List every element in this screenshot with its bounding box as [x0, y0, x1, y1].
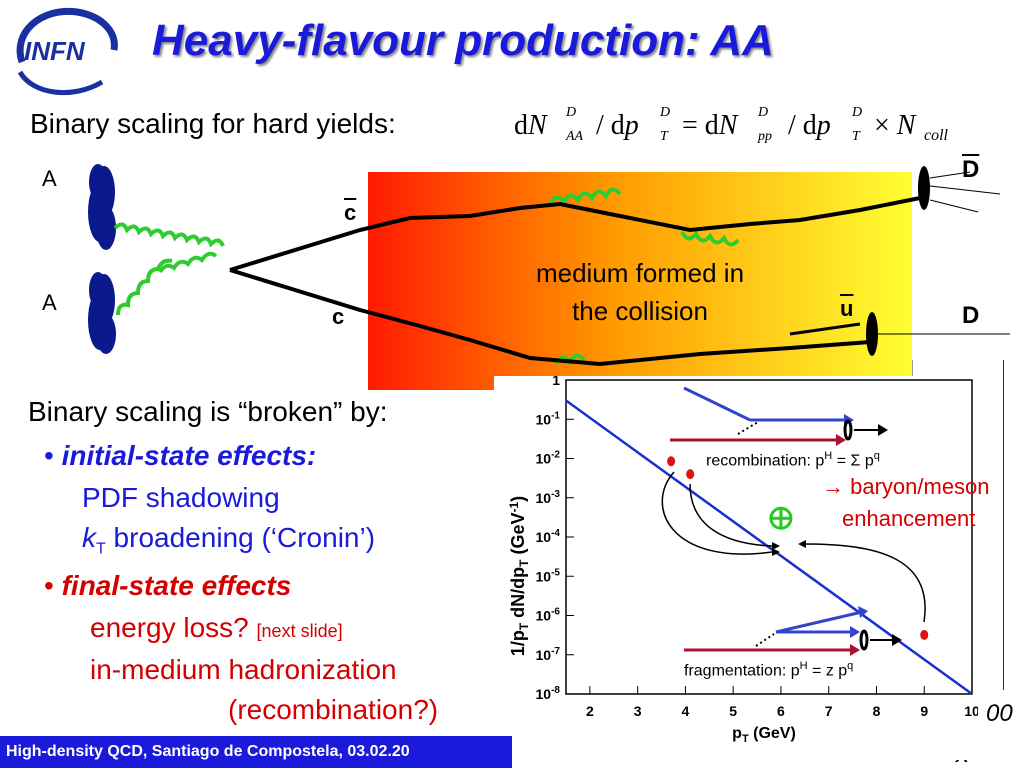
meson-ellipse-top [918, 166, 930, 210]
spectrum-svg: 2 3 4 5 6 7 8 9 10 10-8 10-7 10-6 10-5 10-4 10-3 10-2 1… [507, 372, 980, 745]
bullet-dot-2: • [44, 570, 54, 601]
ubar-label: u [840, 296, 854, 321]
x-tick-label: 8 [873, 703, 881, 719]
nucleus-top-label: A [42, 166, 57, 191]
x-tick-label: 4 [682, 703, 690, 719]
frag-sup: H [799, 660, 808, 672]
x-tick-label: 2 [586, 703, 594, 719]
svg-text:D: D [757, 105, 768, 120]
nucleus-bottom [88, 272, 116, 354]
svg-text:T: T [852, 129, 861, 144]
svg-text:/ dp: / dp [788, 110, 831, 141]
x-tick-label: 3 [634, 703, 642, 719]
enhancement-line2: enhancement [842, 506, 976, 531]
y-tick-label: 10-5 [536, 567, 561, 584]
y-tick-label: 10-3 [536, 489, 561, 506]
y-tick-label: 10-4 [536, 528, 561, 545]
y-tick-label: 10-7 [536, 646, 561, 663]
bullet-initial: • initial-state effects: [44, 440, 316, 472]
y-tick-label: 10-1 [536, 410, 561, 427]
enhancement-line1: → baryon/meson [822, 474, 990, 499]
y-axis-label: 1/pT dN/dpT (GeV-1) [507, 496, 531, 656]
kt-rest: broadening (‘Cronin’) [105, 522, 376, 553]
medium-region [368, 172, 912, 390]
slide-title: Heavy-flavour production: AA [152, 16, 774, 65]
medium-line2: the collision [572, 296, 708, 326]
energy-loss-text: energy loss? [90, 612, 249, 643]
footer-bar: High-density QCD, Santiago de Compostela… [0, 736, 512, 768]
collision-diagram [0, 150, 1024, 395]
broken-heading: Binary scaling is “broken” by: [28, 396, 388, 427]
meson-bottom-label: D [962, 302, 980, 329]
c-label: c [332, 304, 345, 329]
x-tick-label: 9 [920, 703, 928, 719]
y-tick-label: 1 [552, 376, 560, 388]
svg-text:D: D [565, 105, 576, 120]
fragmentation-arrows [684, 606, 902, 656]
curved-arrows [661, 471, 926, 623]
logo-text: INFN [24, 36, 86, 66]
x-tick-label: 6 [777, 703, 785, 719]
bullet-final: • final-state effects [44, 570, 291, 602]
recomb-sup: H [824, 450, 833, 462]
infn-logo: INFN [2, 2, 132, 107]
nucleus-bottom-label: A [42, 290, 57, 315]
frag-text: fragmentation: p [684, 662, 800, 680]
recomb-rest: = Σ p [832, 452, 874, 470]
frag-sup2: q [847, 660, 854, 672]
svg-text:AA: AA [565, 129, 584, 144]
pdf-shadowing: PDF shadowing [82, 482, 280, 513]
spectrum-plot: 2 3 4 5 6 7 8 9 10 10-8 10-7 10-6 10-5 10-4 10-3 10-2 1… [494, 372, 980, 760]
next-slide-note: [next slide] [256, 621, 343, 641]
frag-rest: = z p [807, 662, 848, 680]
in-medium-hadronization: in-medium hadronization [90, 654, 397, 685]
medium-line1: medium formed in [535, 258, 745, 288]
data-point [920, 629, 929, 640]
data-point [667, 456, 676, 467]
data-point [686, 469, 695, 480]
x-tick-label: 7 [825, 703, 833, 719]
kt-k: k [82, 522, 96, 553]
svg-text:/ dp: / dp [596, 110, 639, 141]
svg-text:T: T [660, 129, 669, 144]
energy-loss: energy loss? [next slide] [90, 612, 343, 644]
spectrum-line [565, 399, 973, 696]
kt-broadening: kT broadening (‘Cronin’) [82, 522, 375, 559]
quark-lines [229, 196, 921, 367]
binary-scaling-text: Binary scaling for hard yields: [30, 108, 396, 139]
recombination-arrows [670, 386, 888, 446]
nucleus-top [88, 164, 116, 250]
recomb-text: recombination: p [706, 452, 825, 470]
medium-caption: medium formed in the collision [490, 254, 790, 330]
recomb-sup2: q [873, 450, 880, 462]
bullet-dot-1: • [44, 440, 54, 471]
y-tick-label: 10-6 [536, 607, 561, 624]
recombination-label: recombination: pH = Σ pq [706, 450, 880, 470]
initial-state-heading: initial-state effects: [61, 440, 317, 471]
svg-text:D: D [851, 105, 862, 120]
meson-ellipse-bottom [866, 312, 878, 356]
cbar-label: c [344, 200, 357, 225]
x-axis-label: pT (GeV) [732, 725, 796, 745]
svg-text:coll: coll [924, 127, 949, 144]
x-tick-label: 5 [729, 703, 737, 719]
y-tick-label: 10-2 [536, 450, 561, 467]
fragmentation-label: fragmentation: pH = z pq [684, 660, 853, 680]
svg-text:× N: × N [874, 110, 917, 141]
svg-text:D: D [659, 105, 670, 120]
kt-sub: T [96, 540, 106, 558]
y-tick-label: 10-8 [536, 685, 561, 702]
meson-top-label: D [962, 156, 980, 183]
recombination-question: (recombination?) [228, 694, 439, 725]
partial-00: 00 [986, 700, 1013, 727]
binary-scaling-formula: dN D AA / dp D T = dN D pp / dp D T × N … [510, 96, 990, 161]
final-state-heading: final-state effects [61, 570, 292, 601]
svg-text:pp: pp [757, 129, 772, 144]
plot-frame [565, 379, 973, 695]
svg-text:dN: dN [514, 110, 548, 141]
x-tick-label: 10 [964, 703, 978, 719]
svg-text:= dN: = dN [682, 110, 739, 141]
